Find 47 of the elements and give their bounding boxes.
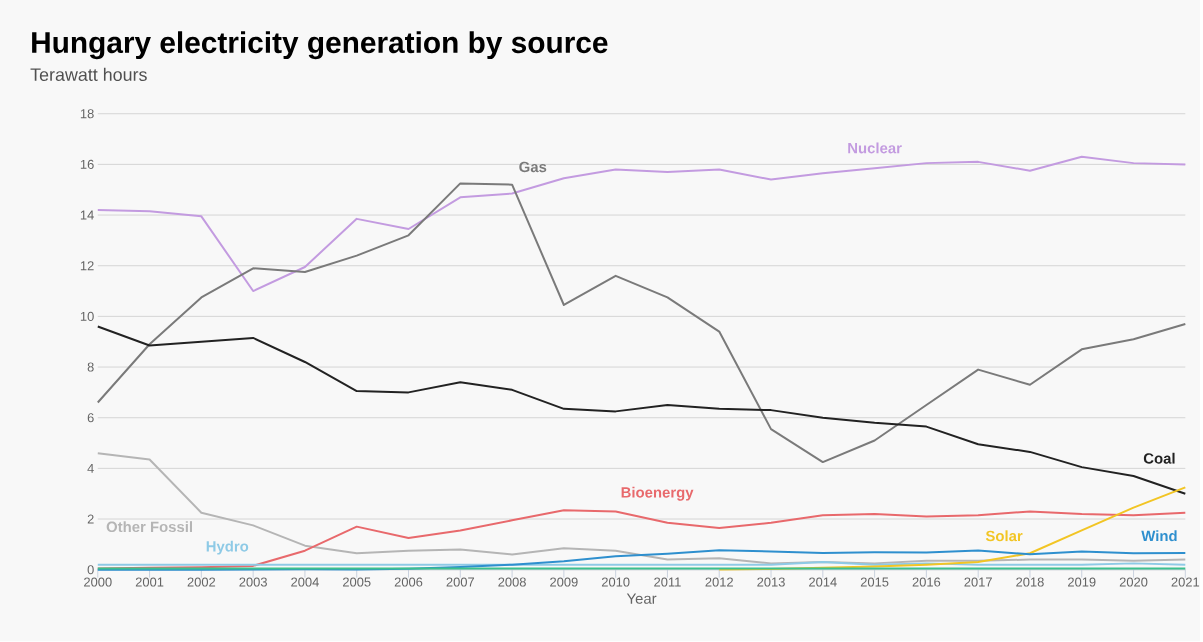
x-tick-label: 2021 <box>1171 577 1200 587</box>
series-label: Hydro <box>206 540 249 555</box>
line-series <box>718 486 1187 571</box>
y-tick-label: 2 <box>87 514 94 524</box>
series-label: Gas <box>519 161 547 173</box>
x-tick-label: 2010 <box>601 577 630 587</box>
line-series <box>96 182 1187 464</box>
chart-title: Hungary electricity generation by source <box>32 31 608 60</box>
y-tick-label: 8 <box>87 362 94 372</box>
x-tick-label: 2002 <box>187 577 216 587</box>
x-tick-label: 2003 <box>239 577 267 587</box>
y-tick-label: 0 <box>87 565 94 575</box>
x-tick-label: 2000 <box>84 577 112 587</box>
series-label: Other Fossil <box>106 521 192 533</box>
x-tick-label: 2017 <box>964 577 992 587</box>
x-tick-label: 2005 <box>343 577 371 587</box>
series-label: Wind <box>1141 530 1177 542</box>
series-label: Coal <box>1143 452 1175 464</box>
x-tick-label: 2020 <box>1119 577 1148 587</box>
x-tick-label: 2006 <box>394 577 423 587</box>
x-tick-label: 2018 <box>1016 577 1044 587</box>
x-tick-label: 2019 <box>1068 577 1096 587</box>
series-label: Solar <box>985 530 1023 542</box>
x-tick-label: 2015 <box>860 577 889 587</box>
line-series <box>96 156 1187 293</box>
y-tick-label: 12 <box>80 261 94 271</box>
x-tick-label: 2016 <box>912 577 941 587</box>
x-tick-label: 2007 <box>446 577 475 587</box>
y-tick-label: 6 <box>87 413 94 423</box>
x-tick-label: 2008 <box>498 577 526 587</box>
x-tick-label: 2012 <box>705 577 733 587</box>
y-tick-label: 18 <box>80 109 94 119</box>
chart-subtitle: Terawatt hours <box>30 68 147 82</box>
x-tick-label: 2009 <box>550 577 578 587</box>
x-tick-label: 2001 <box>135 577 164 587</box>
series-label: Nuclear <box>848 142 902 154</box>
y-tick-label: 16 <box>80 160 94 170</box>
x-tick-label: 2004 <box>291 577 319 587</box>
y-tick-label: 10 <box>80 312 94 322</box>
x-axis-title: Year <box>626 593 657 605</box>
y-tick-label: 14 <box>80 210 94 220</box>
x-tick-label: 2014 <box>809 577 837 587</box>
y-tick-label: 4 <box>87 464 94 474</box>
series-label: Bioenergy <box>621 486 694 501</box>
x-tick-label: 2013 <box>757 577 785 587</box>
x-tick-label: 2011 <box>654 577 681 587</box>
line-series <box>96 452 1187 565</box>
